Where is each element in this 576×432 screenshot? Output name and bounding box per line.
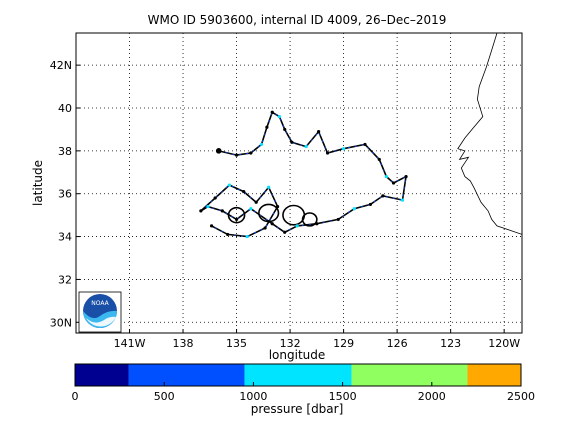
x-tick-label: 141W xyxy=(114,337,146,350)
track-point xyxy=(336,217,340,222)
track-point xyxy=(234,217,239,222)
map-plot-area: 141W 138 135 132 129 126 123 120W 30N 32 34 36 38 40… xyxy=(50,32,523,350)
track-point xyxy=(242,189,246,194)
track-point xyxy=(325,151,330,155)
track-point xyxy=(352,207,356,211)
track-point xyxy=(226,232,230,237)
track-point xyxy=(206,204,210,209)
y-tick-label: 34 xyxy=(58,231,72,244)
y-tick-label: 40 xyxy=(58,102,72,115)
track-point xyxy=(220,209,224,213)
colorbar-label: pressure [dbar] xyxy=(251,402,344,416)
track-point xyxy=(277,114,281,119)
track-point xyxy=(404,174,408,179)
x-axis-label: longitude xyxy=(269,348,326,362)
track-point xyxy=(259,142,264,147)
map-frame xyxy=(75,32,523,334)
track-point xyxy=(249,151,253,155)
track-point xyxy=(391,181,396,185)
track-point xyxy=(270,222,274,226)
track-point xyxy=(234,153,239,157)
track-point xyxy=(263,226,267,230)
track-point xyxy=(377,157,381,162)
track-point xyxy=(304,144,308,149)
float-track xyxy=(199,110,408,239)
x-tick-label: 135 xyxy=(226,337,247,350)
y-tick-label: 38 xyxy=(58,145,72,158)
track-point xyxy=(209,224,214,228)
colorbar-tick-label: 0 xyxy=(72,390,79,403)
colorbar-tick-label: 1500 xyxy=(329,390,357,403)
track-point xyxy=(290,140,294,144)
track-point xyxy=(317,129,321,134)
y-tick-label: 36 xyxy=(58,188,72,201)
coastline xyxy=(457,33,522,235)
track-point xyxy=(283,127,287,132)
pressure-colorbar: 0 500 1000 1500 2000 2500 pressure [dbar] xyxy=(72,363,535,416)
colorbar-bin xyxy=(467,364,521,386)
x-tick-label: 123 xyxy=(440,337,461,350)
colorbar-tick-label: 2500 xyxy=(507,390,535,403)
track-point xyxy=(381,194,385,198)
colorbar-bin xyxy=(351,364,468,386)
colorbar-frame xyxy=(74,363,522,387)
track-point xyxy=(267,185,271,189)
noaa-logo-text: NOAA xyxy=(91,300,109,307)
track-point xyxy=(315,222,319,226)
x-tick-label: 126 xyxy=(387,337,408,350)
track-loop xyxy=(301,212,318,227)
track-start-marker xyxy=(215,148,222,154)
track-point xyxy=(245,234,249,239)
x-tick-label: 138 xyxy=(173,337,194,350)
track-point xyxy=(249,207,253,211)
colorbar-bin xyxy=(75,364,129,386)
map-background xyxy=(76,33,522,333)
y-axis-label: latitude xyxy=(31,160,45,206)
track-point xyxy=(342,147,346,151)
track-point xyxy=(363,142,367,147)
y-tick-label: 30N xyxy=(50,316,72,329)
track-point xyxy=(384,174,389,179)
track-point xyxy=(265,125,269,129)
track-loop xyxy=(227,206,246,224)
track-point xyxy=(400,198,405,202)
colorbar-tick-label: 500 xyxy=(154,390,175,403)
track-pressure-overlay xyxy=(200,111,407,238)
track-point xyxy=(295,224,299,228)
colorbar-tick-label: 1000 xyxy=(239,390,267,403)
track-point xyxy=(275,204,280,209)
track-point xyxy=(213,196,217,200)
x-tick-label: 132 xyxy=(280,337,301,350)
track-point xyxy=(283,230,287,234)
noaa-logo: NOAA xyxy=(78,291,122,333)
colorbar-bin xyxy=(128,364,245,386)
x-tick-label: 129 xyxy=(333,337,354,350)
track-point xyxy=(227,183,232,187)
x-tick-label: 120W xyxy=(488,337,520,350)
track-point xyxy=(270,110,274,114)
track-point xyxy=(199,209,203,213)
track-loop xyxy=(258,203,280,223)
colorbar-bin xyxy=(244,364,352,386)
y-tick-label: 32 xyxy=(58,273,72,286)
x-axis-ticks: 141W 138 135 132 129 126 123 120W xyxy=(114,329,520,350)
figure-title: WMO ID 5903600, internal ID 4009, 26–Dec… xyxy=(148,13,447,27)
track-point xyxy=(254,200,258,204)
track-point xyxy=(368,202,372,207)
y-tick-label: 42N xyxy=(50,59,72,72)
colorbar-tick-label: 2000 xyxy=(418,390,446,403)
y-axis-ticks: 30N 32 34 36 38 40 42N xyxy=(50,59,80,329)
